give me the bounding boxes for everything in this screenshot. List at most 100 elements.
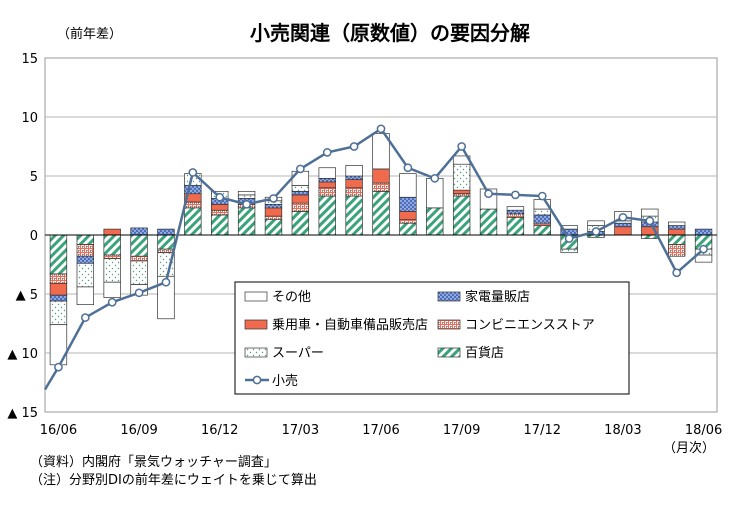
bar-segment-grid (264, 215, 283, 221)
bar-segment-solid (345, 179, 363, 189)
bar-segment-grid (372, 182, 390, 192)
x-tick-label: 16/09 (120, 423, 157, 438)
x-tick-label: 18/03 (604, 423, 641, 438)
bar-segment-diag (76, 234, 95, 245)
bar-segment-grid (667, 244, 686, 257)
bar-segment-diag (372, 190, 390, 236)
bar-segment-grid (345, 187, 363, 197)
bar-segment-diag (157, 234, 175, 250)
retail-line-point (457, 142, 466, 151)
y-axis-unit-label: （前年差） (57, 26, 122, 42)
bar-segment-white (641, 208, 659, 217)
bar-segment-solid (291, 194, 310, 204)
x-tick-label: 17/03 (282, 423, 319, 438)
legend-swatch (244, 291, 268, 302)
legend-swatch (244, 347, 268, 358)
bar-segment-solid (318, 181, 336, 189)
bar-segment-diag (399, 222, 417, 236)
bar-segment-solid (667, 228, 686, 236)
y-tick-label: 5 (30, 170, 38, 185)
bar-segment-diag (426, 207, 444, 236)
bar-segment-grid (184, 201, 202, 209)
legend-label: スーパー (272, 346, 324, 361)
retail-line-point (215, 192, 225, 202)
retail-line-point (699, 244, 708, 254)
retail-line-point (672, 268, 682, 278)
retail-line-point (484, 189, 493, 199)
bar-segment-diag (533, 225, 551, 236)
bar-segment-dots (694, 228, 713, 236)
bar-segment-diag (345, 195, 363, 236)
x-tick-labels: 16/06 16/09 16/12 17/03 17/06 17/09 17/12 18/03… (40, 423, 723, 438)
bar-segment-grid (452, 193, 471, 197)
bar-segment-solid (264, 207, 283, 217)
x-axis-unit-label: （月次） (663, 440, 715, 456)
bar-segment-sparse (49, 300, 68, 326)
bar-segment-sparse (560, 248, 578, 254)
y-tick-label: ▲ 15 (7, 406, 38, 421)
bar-segment-diag (641, 234, 659, 239)
bar-segment-dots (345, 175, 363, 180)
bar-segment-sparse (452, 163, 471, 191)
x-tick-label: 17/06 (362, 423, 399, 438)
bar-segment-solid (452, 189, 471, 195)
retail-line-point (591, 227, 601, 236)
legend-box (234, 281, 630, 395)
legend-swatch (437, 319, 461, 330)
y-tick-label: ▲ 10 (7, 347, 38, 362)
retail-line-point (107, 297, 117, 307)
y-tick-label: 10 (21, 111, 38, 126)
bar-segment-solid (211, 203, 229, 211)
bar-segment-dots (49, 294, 68, 302)
retail-line-point (618, 212, 628, 222)
bar-segment-grid (318, 187, 336, 197)
retail-line-point (376, 124, 386, 134)
bar-segment-sparse (533, 208, 551, 216)
source-note: （資料）内閣府「景気ウォッチャー調査」 (30, 454, 277, 470)
y-tick-labels: 15 10 5 0 ▲ 5 ▲ 10 ▲ 15 (7, 52, 38, 421)
x-tick-label: 18/06 (685, 423, 722, 438)
y-tick-label: ▲ 5 (16, 288, 38, 303)
retail-line-point (537, 191, 547, 201)
bar-segment-white (291, 170, 310, 186)
legend-swatch (437, 291, 461, 302)
bar-segment-dots (76, 255, 95, 264)
bar-segment-diag (237, 207, 256, 236)
bar-segment-white (426, 178, 444, 209)
bar-segment-dots (318, 178, 336, 183)
bar-segment-dots (264, 203, 283, 209)
legend-swatch (437, 347, 461, 358)
retail-line (43, 127, 705, 391)
bar-segment-diag (103, 234, 121, 256)
retail-line-point (430, 174, 440, 183)
bar-segment-solid (614, 226, 632, 236)
retail-line-point (80, 313, 90, 322)
legend-label: 小売 (272, 373, 298, 389)
bar-segment-white (318, 167, 336, 179)
y-tick-label: 15 (21, 52, 38, 67)
bar-segment-diag (130, 234, 148, 257)
bar-segment-grid (157, 248, 175, 254)
y-tick-label: 0 (30, 229, 38, 244)
bar-segment-white (694, 254, 713, 263)
retail-line-point (161, 277, 171, 287)
bar-segment-grid (130, 255, 148, 262)
retail-line-point (188, 168, 198, 177)
bar-segment-white (587, 220, 605, 226)
bar-segment-white (237, 190, 256, 196)
bar-segment-dots (506, 209, 525, 215)
line-series-retail (43, 124, 708, 391)
bar-segment-diag (479, 208, 498, 236)
bar-segment-dots (291, 190, 310, 196)
bar-segment-diag (49, 234, 68, 275)
bar-segment-dots (614, 222, 632, 228)
retail-line-point (269, 194, 278, 203)
bar-segment-solid (399, 211, 417, 221)
bar-segment-grid (506, 213, 525, 218)
legend-label: 乗用車・自動車備品販売店 (272, 317, 428, 333)
legend-swatch (244, 319, 268, 330)
bar-segment-grid (103, 254, 121, 259)
bar-segment-dots (667, 225, 686, 230)
